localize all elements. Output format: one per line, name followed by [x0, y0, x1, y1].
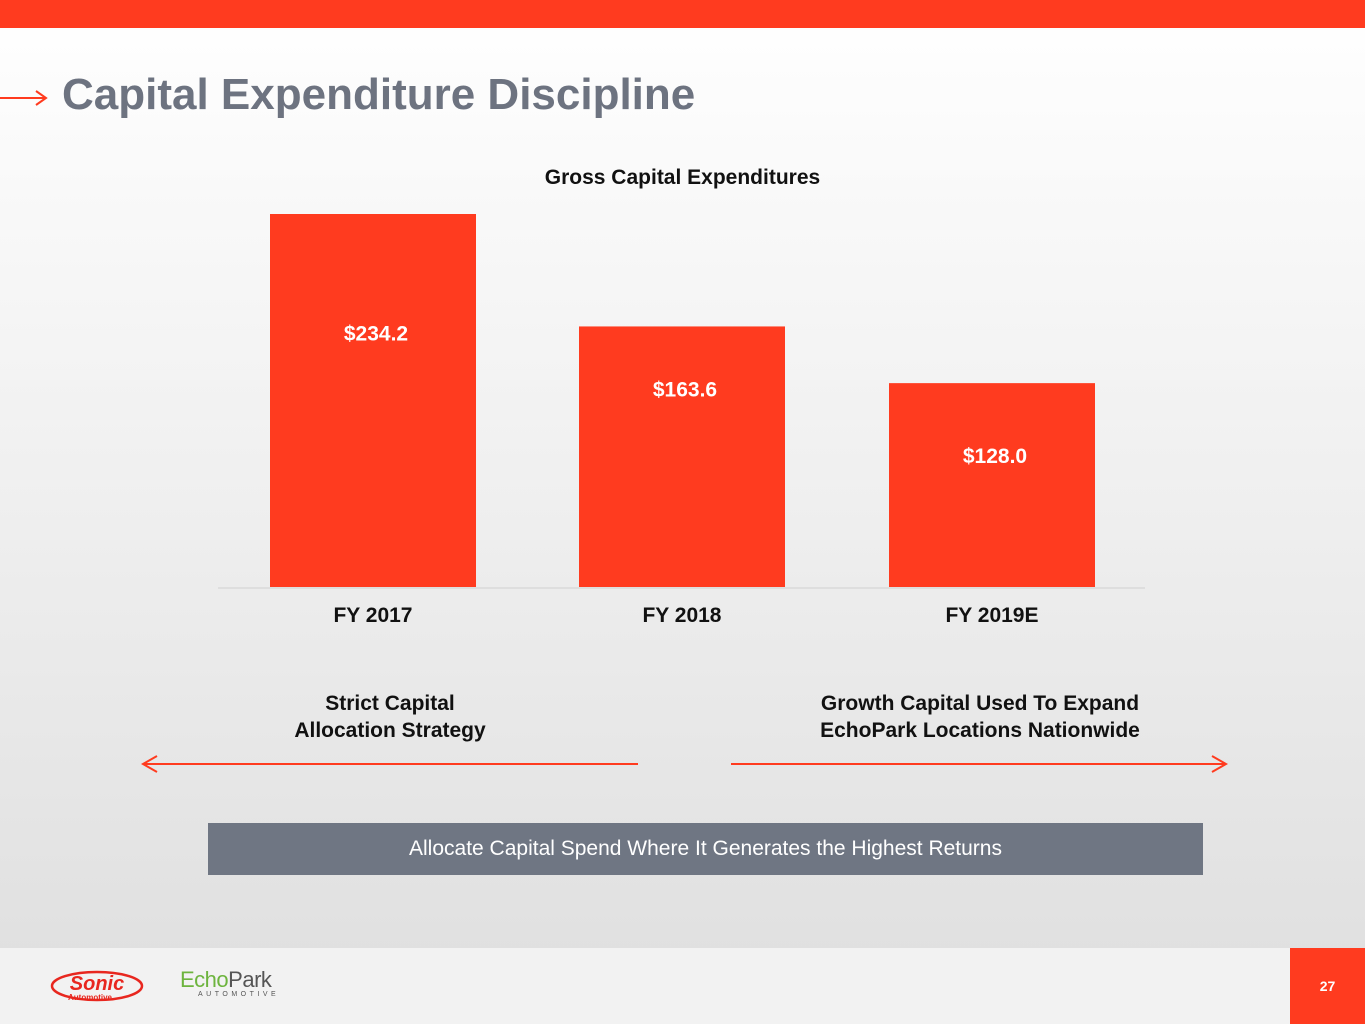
category-label-2: FY 2019E: [945, 604, 1038, 627]
echopark-logo-echo: Echo: [180, 967, 229, 992]
echopark-automotive-logo: EchoPark AUTOMOTIVE: [180, 967, 279, 998]
bar-chart: $234.2 FY 2017 $163.6 FY 2018 $128.0 FY 2019E: [218, 214, 1145, 627]
callout-right-line-1: Growth Capital Used To Expand: [820, 692, 1140, 715]
footer: [0, 948, 1365, 1024]
callout-right-line-2: EchoPark Locations Nationwide: [820, 719, 1140, 742]
svg-text:Automotive: Automotive: [68, 993, 113, 1002]
callout-strict-capital: Strict Capital Allocation Strategy: [240, 690, 540, 744]
category-label-1: FY 2018: [642, 604, 721, 627]
sonic-automotive-logo: Sonic Automotive: [50, 970, 144, 1002]
page-title: Capital Expenditure Discipline: [62, 70, 696, 119]
chart-title: Gross Capital Expenditures: [544, 166, 821, 189]
highest-returns-banner: Allocate Capital Spend Where It Generate…: [208, 823, 1203, 875]
right-arrow-icon: [731, 755, 1229, 773]
callout-left-line-2: Allocation Strategy: [294, 719, 486, 742]
bar-2: [889, 383, 1095, 587]
callout-left-line-1: Strict Capital: [325, 692, 455, 715]
left-arrow-icon: [140, 755, 638, 773]
bar-value-label-0: $234.2: [344, 323, 408, 346]
svg-text:Sonic: Sonic: [70, 973, 124, 995]
bar-value-label-2: $128.0: [963, 445, 1027, 468]
page-number: 27: [1290, 948, 1365, 1024]
top-accent-bar: [0, 0, 1365, 28]
bar-1: [579, 326, 785, 587]
bar-0: [270, 214, 476, 587]
callout-growth-capital: Growth Capital Used To Expand EchoPark L…: [770, 690, 1190, 744]
echopark-logo-park: Park: [228, 967, 272, 992]
bar-value-label-1: $163.6: [653, 379, 717, 402]
echopark-logo-sub: AUTOMOTIVE: [198, 991, 280, 998]
right-arrow-icon: [0, 90, 48, 106]
category-label-0: FY 2017: [333, 604, 412, 627]
direction-arrows: [140, 755, 1229, 773]
